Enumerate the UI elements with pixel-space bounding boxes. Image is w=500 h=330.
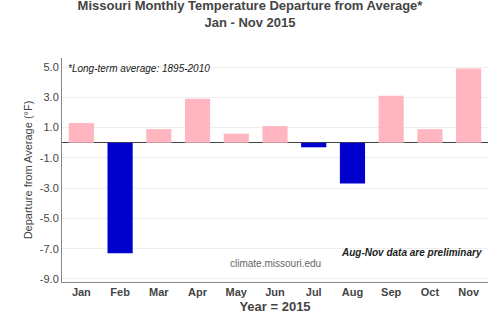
svg-text:May: May bbox=[226, 286, 248, 298]
svg-text:Year = 2015: Year = 2015 bbox=[239, 299, 310, 314]
svg-text:Departure from Average (°F): Departure from Average (°F) bbox=[22, 101, 34, 240]
svg-text:climate.missouri.edu: climate.missouri.edu bbox=[230, 258, 321, 269]
svg-text:-7.0: -7.0 bbox=[40, 243, 59, 255]
svg-text:*Long-term average: 1895-2010: *Long-term average: 1895-2010 bbox=[68, 63, 210, 74]
svg-text:-5.0: -5.0 bbox=[40, 212, 59, 224]
svg-text:Missouri Monthly Temperature D: Missouri Monthly Temperature Departure f… bbox=[78, 0, 424, 30]
svg-text:-3.0: -3.0 bbox=[40, 182, 59, 194]
svg-text:Jan: Jan bbox=[72, 286, 91, 298]
svg-text:Oct: Oct bbox=[421, 286, 440, 298]
svg-text:1.0: 1.0 bbox=[44, 121, 59, 133]
svg-text:Jul: Jul bbox=[306, 286, 322, 298]
svg-text:Feb: Feb bbox=[110, 286, 130, 298]
svg-text:Aug-Nov data are preliminary: Aug-Nov data are preliminary bbox=[341, 247, 482, 258]
svg-text:Aug: Aug bbox=[342, 286, 363, 298]
svg-text:5.0: 5.0 bbox=[44, 61, 59, 73]
svg-text:Mar: Mar bbox=[149, 286, 169, 298]
svg-text:Nov: Nov bbox=[458, 286, 480, 298]
svg-text:-1.0: -1.0 bbox=[40, 152, 59, 164]
svg-text:3.0: 3.0 bbox=[44, 91, 59, 103]
svg-text:Apr: Apr bbox=[188, 286, 208, 298]
svg-text:Sep: Sep bbox=[381, 286, 401, 298]
svg-text:Jun: Jun bbox=[265, 286, 285, 298]
svg-text:-9.0: -9.0 bbox=[40, 273, 59, 285]
